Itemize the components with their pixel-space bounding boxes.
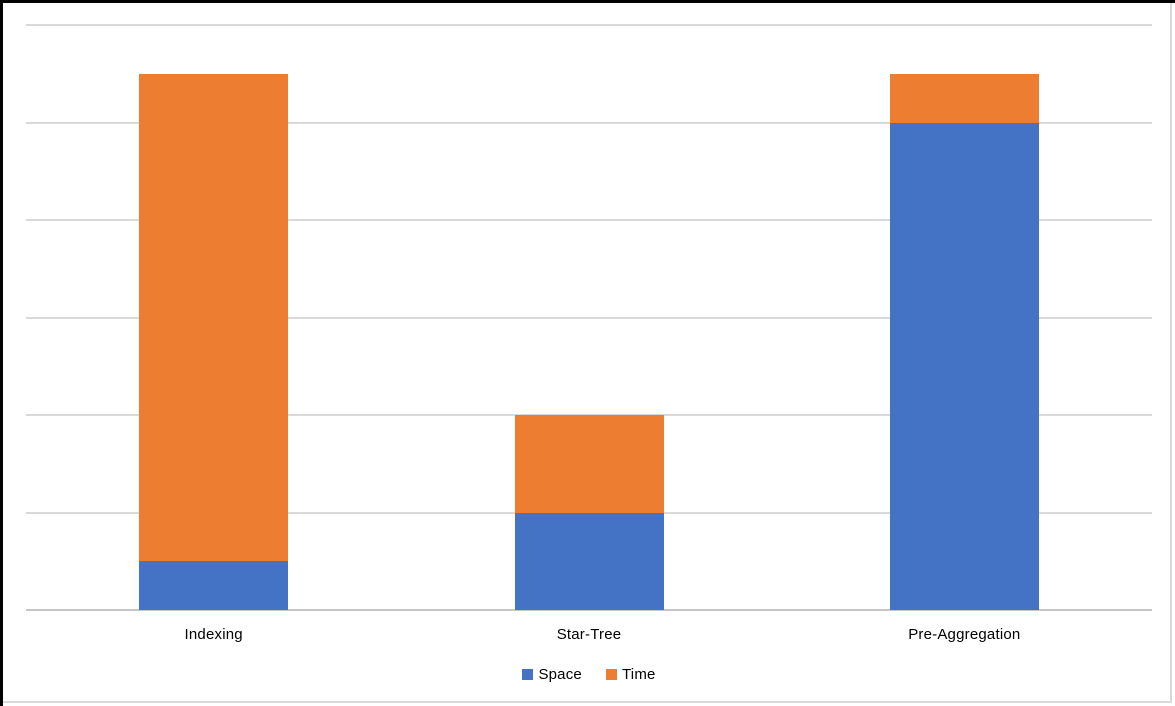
legend-label-time: Time — [621, 666, 656, 683]
chart-legend: Space Time — [26, 666, 1152, 683]
bar-segment-star-tree-time — [514, 415, 664, 513]
x-axis-label-star-tree: Star-Tree — [556, 626, 622, 643]
bar-segment-indexing-time — [139, 73, 289, 562]
legend-item-time: Time — [605, 666, 656, 683]
chart-frame-right — [1170, 3, 1172, 702]
y-gridline — [26, 24, 1152, 26]
y-gridline — [26, 219, 1152, 221]
legend-item-space: Space — [522, 666, 582, 683]
chart-frame-bottom — [3, 701, 1172, 703]
legend-label-space: Space — [538, 666, 582, 683]
bar-segment-star-tree-space — [514, 512, 664, 610]
y-gridline — [26, 121, 1152, 124]
bar-segment-pre-aggregation-time — [889, 73, 1039, 123]
bar-segment-indexing-space — [139, 561, 289, 610]
x-axis-label-indexing: Indexing — [184, 626, 243, 643]
window-border-left — [0, 0, 3, 706]
window-border-top — [0, 0, 1175, 3]
legend-swatch-time — [605, 669, 617, 680]
y-gridline — [26, 316, 1152, 319]
bar-segment-pre-aggregation-space — [889, 122, 1039, 610]
x-axis-label-pre-aggregation: Pre-Aggregation — [908, 626, 1021, 643]
x-axis-line — [26, 609, 1152, 611]
legend-swatch-space — [522, 669, 534, 680]
